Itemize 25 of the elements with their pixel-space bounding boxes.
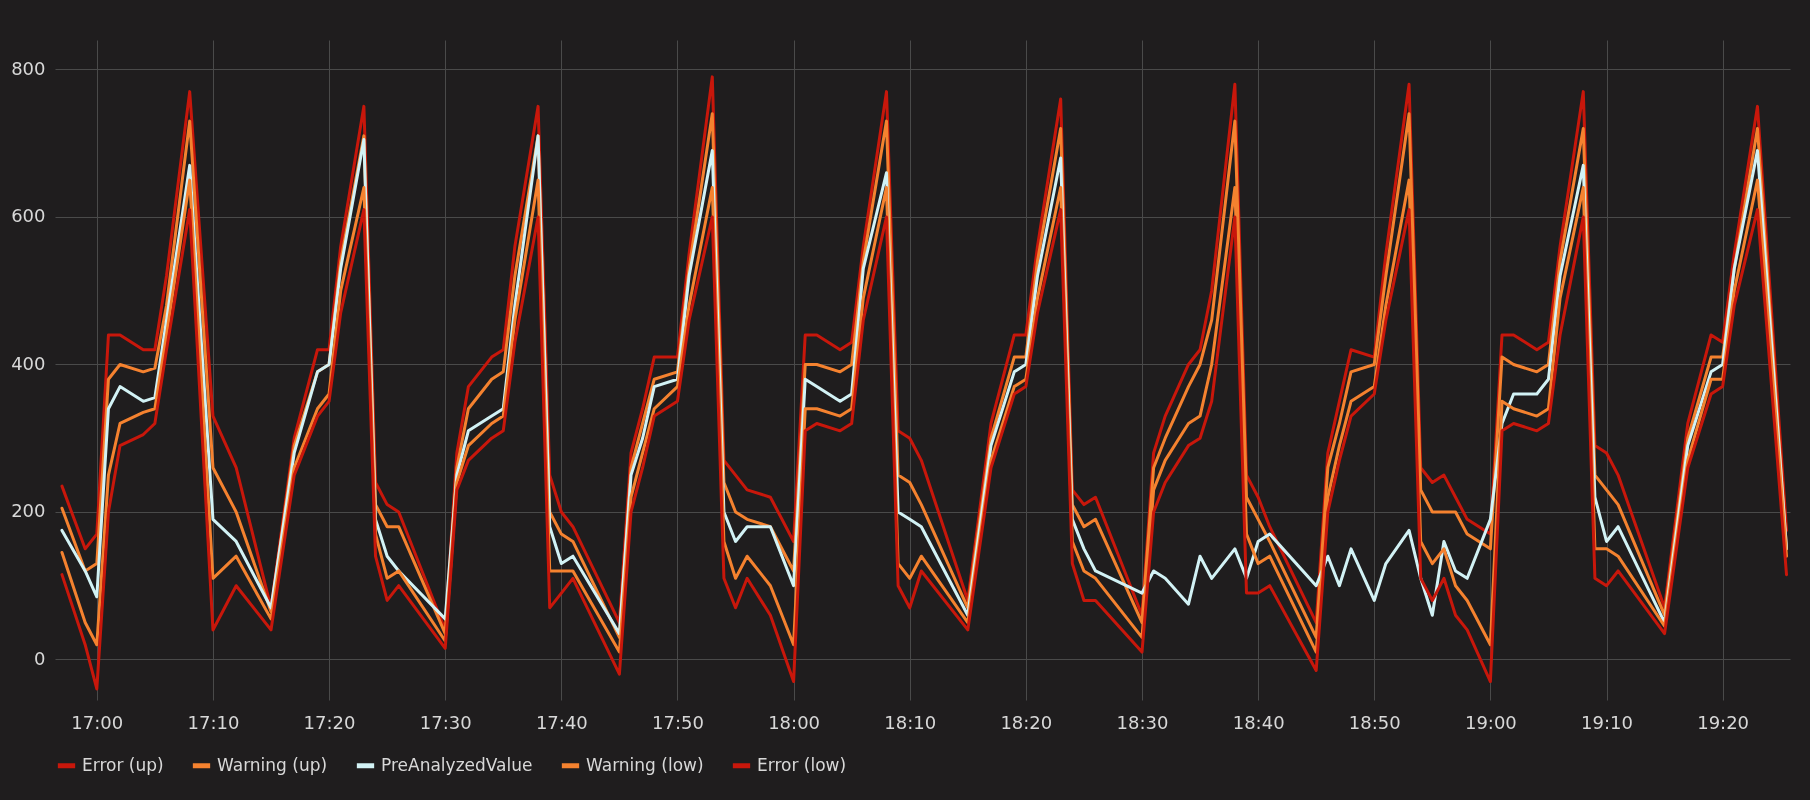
legend-label: Warning (up) — [217, 754, 328, 775]
x-tick-label: 18:00 — [768, 711, 821, 733]
x-tick-label: 19:00 — [1464, 711, 1517, 733]
legend-label: PreAnalyzedValue — [381, 754, 533, 775]
y-tick-label: 800 — [11, 58, 46, 79]
legend-label: Error (up) — [82, 754, 164, 775]
y-tick-label: 600 — [11, 205, 46, 227]
x-tick-label: 18:30 — [1116, 711, 1169, 733]
x-tick-label: 18:50 — [1348, 711, 1401, 733]
x-tick-label: 17:40 — [535, 711, 588, 733]
y-tick-label: 400 — [11, 352, 46, 374]
x-tick-label: 17:50 — [652, 711, 704, 733]
y-tick-label: 0 — [34, 647, 46, 669]
y-tick-label: 200 — [11, 500, 46, 522]
x-tick-label: 18:40 — [1232, 711, 1285, 733]
x-tick-label: 19:10 — [1581, 711, 1633, 733]
x-tick-label: 17:00 — [71, 711, 124, 733]
x-tick-label: 17:10 — [187, 711, 240, 733]
x-tick-label: 18:10 — [884, 711, 937, 733]
x-tick-label: 19:20 — [1697, 711, 1750, 733]
x-tick-label: 17:20 — [303, 711, 356, 733]
legend-label: Warning (low) — [586, 754, 704, 775]
x-tick-label: 17:30 — [419, 711, 472, 733]
legend-label: Error (low) — [757, 754, 847, 775]
x-tick-label: 18:20 — [1000, 711, 1053, 733]
